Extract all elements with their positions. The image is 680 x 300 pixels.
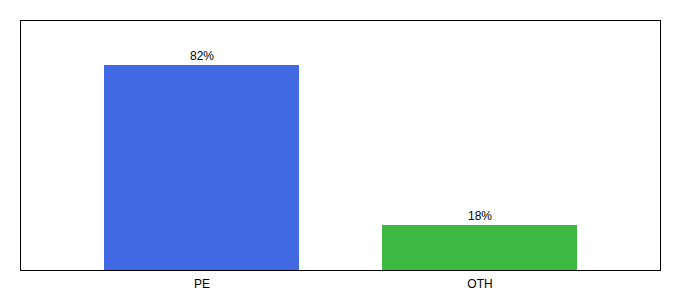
svg-text:OTH: OTH	[467, 277, 492, 291]
svg-text:PE: PE	[194, 277, 210, 291]
svg-text:82%: 82%	[190, 49, 214, 63]
svg-text:18%: 18%	[468, 209, 492, 223]
